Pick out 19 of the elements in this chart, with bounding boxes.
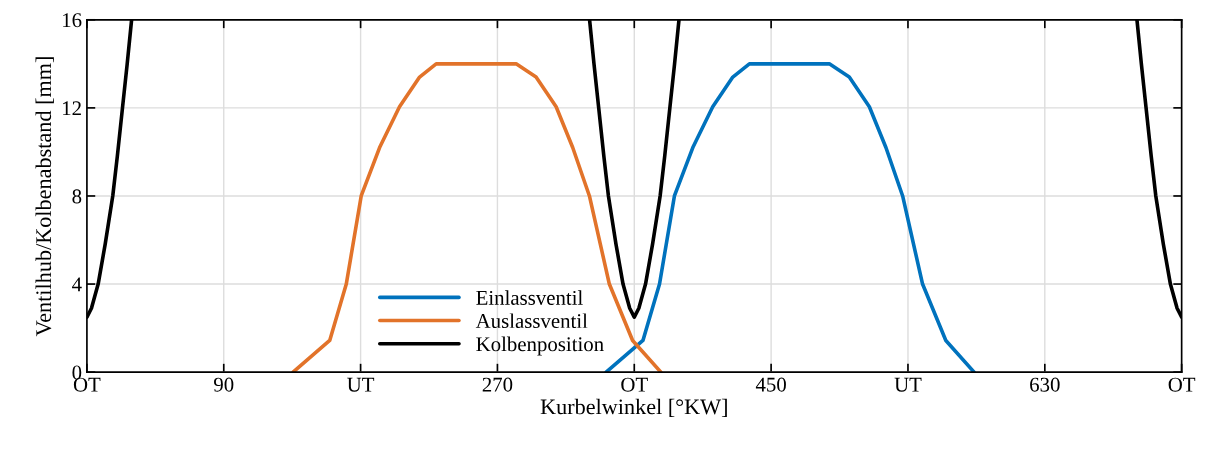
x-tick-label: UT xyxy=(894,377,922,392)
legend-label: Auslassventil xyxy=(475,313,588,329)
y-tick-label: 16 xyxy=(63,13,82,28)
y-tick-label: 12 xyxy=(63,101,81,116)
line-series xyxy=(291,62,663,373)
x-tick-label: 630 xyxy=(1030,377,1060,392)
x-tick-label: 90 xyxy=(214,377,234,392)
y-tick-label: 4 xyxy=(72,277,82,292)
legend-label: Einlassventil xyxy=(476,290,583,305)
x-tick-label: OT xyxy=(1168,377,1196,392)
x-tick-label: UT xyxy=(347,377,375,392)
x-tick-label: OT xyxy=(621,377,648,392)
x-axis-title: Kurbelwinkel [°KW] xyxy=(540,398,727,418)
y-axis-title: Ventilhub/Kolbenabstand [mm] xyxy=(35,57,54,337)
line-series xyxy=(604,62,976,373)
x-tick-label: 270 xyxy=(482,377,513,392)
y-tick-label: 8 xyxy=(72,189,82,204)
x-tick-label: 450 xyxy=(755,377,786,392)
legend-label: Kolbenposition xyxy=(476,336,604,356)
